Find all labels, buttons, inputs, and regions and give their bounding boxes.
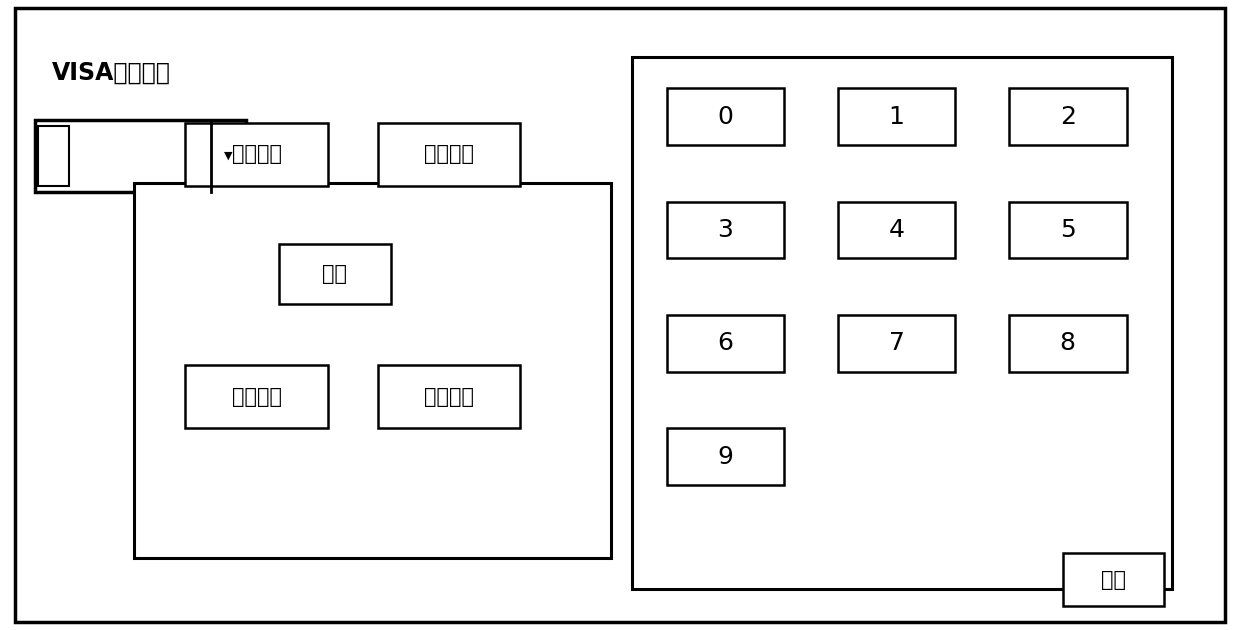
Text: 2: 2	[1060, 105, 1075, 129]
Text: 7: 7	[889, 331, 904, 355]
FancyBboxPatch shape	[1009, 88, 1126, 145]
FancyBboxPatch shape	[38, 126, 69, 186]
FancyBboxPatch shape	[667, 428, 784, 485]
FancyBboxPatch shape	[186, 123, 327, 186]
Text: ▼: ▼	[224, 151, 232, 161]
Text: 5: 5	[1060, 218, 1075, 242]
FancyBboxPatch shape	[1009, 202, 1126, 258]
FancyBboxPatch shape	[134, 183, 611, 558]
FancyBboxPatch shape	[667, 315, 784, 372]
Text: 3: 3	[718, 218, 733, 242]
Text: 9: 9	[718, 445, 733, 469]
FancyBboxPatch shape	[279, 244, 391, 304]
Text: 切向反转: 切向反转	[424, 387, 474, 407]
Text: 8: 8	[1060, 331, 1075, 355]
FancyBboxPatch shape	[186, 365, 327, 428]
Text: 4: 4	[889, 218, 904, 242]
FancyBboxPatch shape	[35, 120, 246, 192]
FancyBboxPatch shape	[1009, 315, 1126, 372]
FancyBboxPatch shape	[15, 8, 1225, 622]
Text: 法向正转: 法向正转	[232, 144, 281, 164]
Text: 停止: 停止	[322, 264, 347, 284]
FancyBboxPatch shape	[667, 202, 784, 258]
Text: 结束: 结束	[1101, 570, 1126, 590]
FancyBboxPatch shape	[838, 202, 955, 258]
Text: VISA资源名称: VISA资源名称	[52, 60, 171, 84]
FancyBboxPatch shape	[667, 88, 784, 145]
Text: 6: 6	[718, 331, 733, 355]
Text: 0: 0	[718, 105, 733, 129]
FancyBboxPatch shape	[632, 57, 1172, 589]
Text: 切向正转: 切向正转	[424, 144, 474, 164]
FancyBboxPatch shape	[838, 88, 955, 145]
FancyBboxPatch shape	[377, 365, 521, 428]
FancyBboxPatch shape	[838, 315, 955, 372]
FancyBboxPatch shape	[377, 123, 521, 186]
Text: 1: 1	[889, 105, 904, 129]
Text: 法向反转: 法向反转	[232, 387, 281, 407]
FancyBboxPatch shape	[1063, 553, 1164, 606]
